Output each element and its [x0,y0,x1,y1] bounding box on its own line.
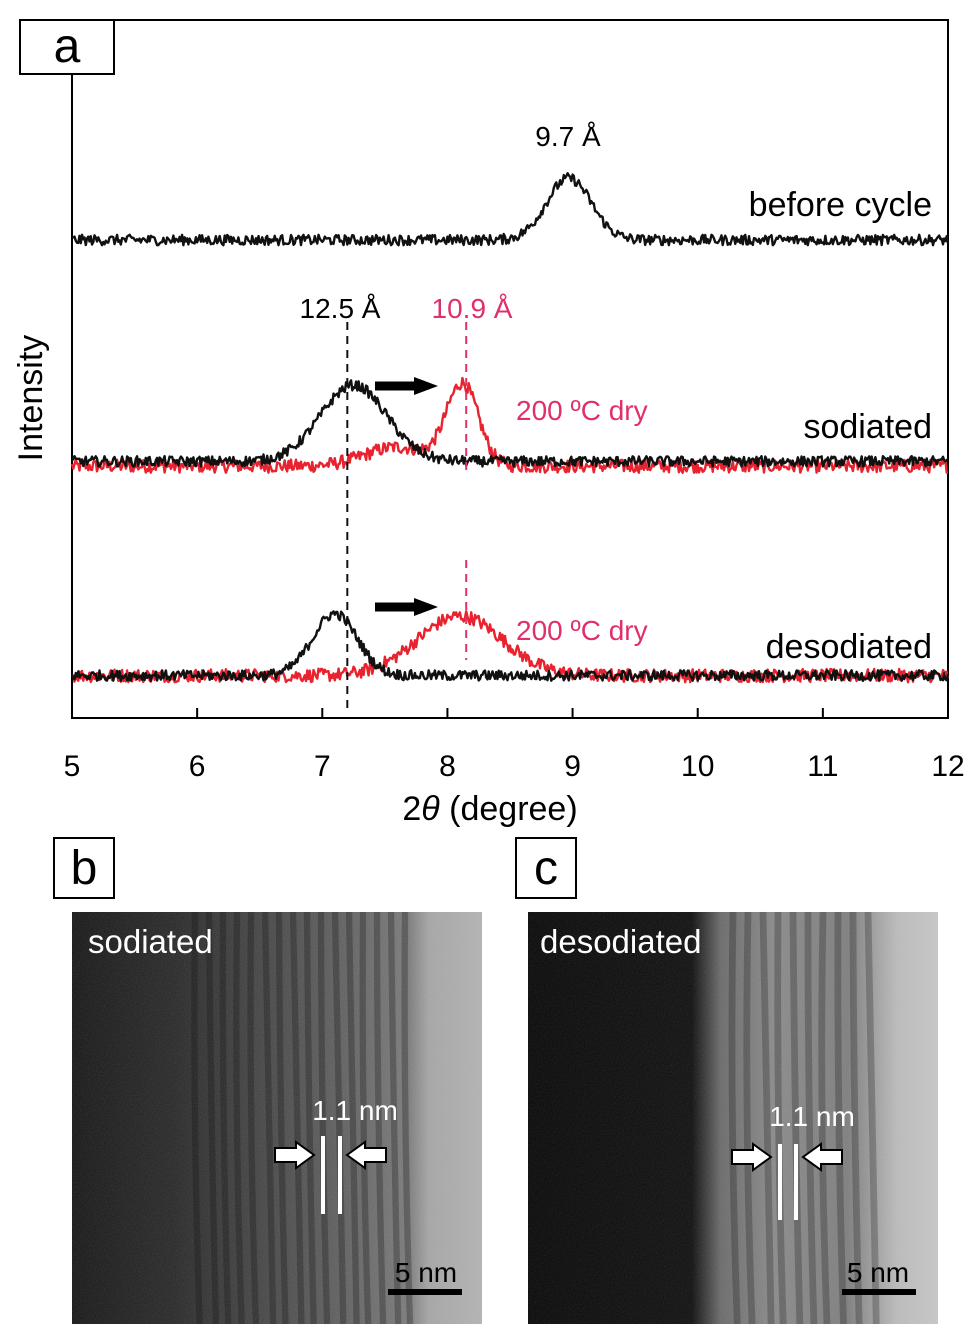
panel-label-box-c [515,837,577,899]
x-tick-label: 8 [439,750,456,783]
shift-arrow-sodiated [375,377,438,395]
peak-label-before: 9.7 Å [535,121,601,152]
trace-label-sodiated: sodiated [803,408,932,446]
x-axis-title-prefix: 2 [402,790,421,828]
x-tick-label: 7 [314,750,331,783]
x-axis-title-symbol: θ [421,790,440,828]
tem-c-scalebar-label: 5 nm [847,1257,909,1288]
trace-label-desodiated: desodiated [766,628,932,666]
panel-label-a: a [54,20,81,73]
arrow-right-b [345,1140,387,1170]
arrow-left-c [731,1142,773,1172]
tem-c-spacing: 1.1 nm [769,1101,855,1132]
x-axis-title-suffix: (degree) [440,790,578,828]
panel-label-c: c [534,842,558,895]
series-line-1 [71,172,950,247]
tem-b-scalebar-label: 5 nm [395,1257,457,1288]
panel-label-box-b [53,837,115,899]
series-line-4 [70,610,950,682]
arrow-left-b [274,1140,316,1170]
tem-b-label: sodiated [88,923,213,960]
x-axis-tick-labels: 5 6 7 8 9 10 11 12 [64,750,965,783]
tem-image-sodiated [72,911,482,1325]
series-traces [70,172,950,684]
peak-label-black: 12.5 Å [300,293,381,324]
x-tick-label: 12 [931,750,964,783]
tem-image-desodiated [528,911,938,1325]
x-tick-label: 11 [807,750,838,783]
peak-label-red: 10.9 Å [432,293,513,324]
arrow-right-c [801,1142,843,1172]
trace-label-before: before cycle [749,186,932,224]
x-axis-ticks [71,708,949,718]
dry-label-desodiated: 200 ºC dry [516,615,648,646]
y-axis-title: Intensity [12,335,50,462]
x-tick-label: 9 [564,750,581,783]
plot-frame [71,19,949,719]
x-axis-title: 2θ (degree) [402,790,577,828]
series-line-2 [70,379,949,468]
tem-c-scalebar [842,1289,916,1295]
panel-label-box-a [19,19,115,75]
panel-c: c desodiated 1.1 nm 5 nm [515,837,938,1325]
dry-label-sodiated: 200 ºC dry [516,395,648,426]
tem-c-label: desodiated [540,923,701,960]
shift-arrow-desodiated [375,598,438,616]
tem-b-spacing: 1.1 nm [312,1095,398,1126]
tem-b-scalebar [388,1289,462,1295]
panel-a: a 5 6 7 8 9 10 11 12 2θ (degree) Intensity 9.7 … [12,19,965,828]
panel-label-b: b [71,842,98,895]
x-tick-label: 5 [64,750,81,783]
x-tick-label: 6 [189,750,206,783]
x-tick-label: 10 [681,750,714,783]
panel-b: b sodiated 1.1 nm 5 nm [53,837,482,1325]
